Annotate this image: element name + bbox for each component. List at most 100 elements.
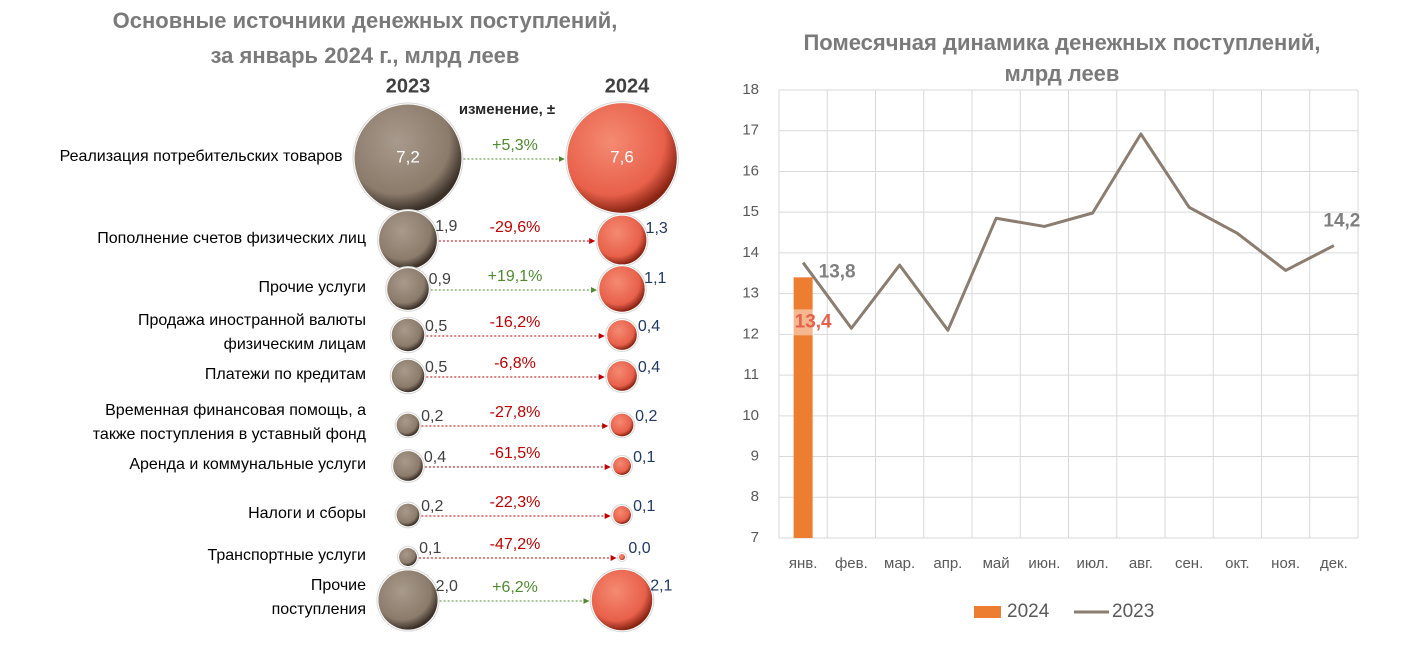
chart-title: млрд леев <box>1005 61 1120 86</box>
bubble <box>613 457 631 475</box>
category-label: поступления <box>272 601 366 618</box>
y-tick-label: 14 <box>742 244 759 261</box>
bubble <box>591 569 653 631</box>
y-tick-label: 18 <box>742 81 759 98</box>
x-tick-label: янв. <box>789 555 818 572</box>
series-header: 2023 <box>386 75 431 97</box>
value-label: 7,6 <box>610 147 634 166</box>
category-label: Пополнение счетов физических лиц <box>97 230 366 247</box>
category-label: физическим лицам <box>224 336 366 353</box>
y-tick-label: 7 <box>751 529 759 546</box>
value-label: 13,8 <box>819 262 856 283</box>
bubble <box>379 211 437 269</box>
change-label: -27,8% <box>490 404 541 421</box>
change-label: +19,1% <box>488 268 543 285</box>
value-label: 0,2 <box>421 408 443 425</box>
y-tick-label: 13 <box>742 285 759 302</box>
series-header: 2024 <box>605 75 650 97</box>
bubble <box>391 318 425 352</box>
bubble <box>607 361 637 391</box>
x-tick-label: апр. <box>933 555 962 572</box>
bubble <box>567 103 677 213</box>
change-label: +6,2% <box>492 579 538 596</box>
bubble <box>396 503 420 527</box>
bubble <box>619 554 625 560</box>
value-label: 2,0 <box>436 578 458 595</box>
change-label: -6,8% <box>494 355 536 372</box>
value-label: 0,5 <box>425 318 447 335</box>
bubble <box>391 359 425 393</box>
change-label: -16,2% <box>490 314 541 331</box>
value-label: 0,5 <box>425 359 447 376</box>
category-label: Продажа иностранной валюты <box>138 312 366 329</box>
y-tick-label: 9 <box>751 448 759 465</box>
bubble <box>396 413 420 437</box>
change-label: -29,6% <box>490 219 541 236</box>
change-label: -61,5% <box>490 445 541 462</box>
bubble <box>613 506 631 524</box>
x-tick-label: ноя. <box>1271 555 1300 572</box>
category-label: Аренда и коммунальные услуги <box>129 456 366 473</box>
chart-title: за январь 2024 г., млрд леев <box>211 43 520 68</box>
y-tick-label: 10 <box>742 407 759 424</box>
legend-swatch <box>974 606 1001 618</box>
bubble <box>610 413 634 437</box>
y-tick-label: 11 <box>743 366 759 383</box>
chart-title: Помесячная динамика денежных поступлений… <box>803 30 1320 55</box>
x-tick-label: фев. <box>835 555 868 572</box>
value-label: 0,1 <box>633 449 655 466</box>
value-label: 2,1 <box>650 578 672 595</box>
bubble <box>393 451 423 481</box>
value-label: 1,9 <box>435 218 457 235</box>
bubble <box>597 215 647 265</box>
x-tick-label: май <box>983 555 1010 572</box>
value-label: 13,4 <box>795 311 832 332</box>
bubble <box>354 104 462 212</box>
value-label: 0,4 <box>638 318 660 335</box>
bubble <box>378 570 438 630</box>
legend-label: 2024 <box>1007 601 1050 622</box>
x-tick-label: июн. <box>1028 555 1060 572</box>
value-label: 0,1 <box>633 498 655 515</box>
x-tick-label: дек. <box>1320 555 1348 572</box>
change-header: изменение, ± <box>459 101 555 118</box>
x-tick-label: окт. <box>1225 555 1249 572</box>
x-tick-label: июл. <box>1077 555 1109 572</box>
change-label: -47,2% <box>490 536 541 553</box>
category-label: также поступления в уставный фонд <box>93 426 367 443</box>
category-label: Временная финансовая помощь, а <box>105 402 366 419</box>
y-tick-label: 17 <box>742 122 759 139</box>
bubble <box>607 320 637 350</box>
line-series <box>801 132 1335 332</box>
category-label: Транспортные услуги <box>207 547 366 564</box>
y-tick-label: 12 <box>742 325 759 342</box>
bar <box>793 277 813 538</box>
value-label: 0,1 <box>419 540 441 557</box>
value-label: 0,9 <box>429 271 451 288</box>
bubble <box>399 548 417 566</box>
y-tick-label: 8 <box>751 488 759 505</box>
value-label: 0,4 <box>424 449 446 466</box>
x-tick-label: авг. <box>1129 555 1153 572</box>
value-label: 1,1 <box>644 270 666 287</box>
legend-label: 2023 <box>1112 601 1154 622</box>
category-label: Реализация потребительских товаров <box>60 148 343 165</box>
category-label: Налоги и сборы <box>248 505 366 522</box>
value-label: 1,3 <box>646 220 668 237</box>
category-label: Прочие <box>311 577 366 594</box>
value-label: 7,2 <box>396 147 420 166</box>
y-tick-label: 15 <box>742 203 759 220</box>
value-label: 0,2 <box>421 498 443 515</box>
category-label: Прочие услуги <box>259 279 367 296</box>
category-label: Платежи по кредитам <box>205 366 366 383</box>
bubble <box>387 268 429 310</box>
value-label: 0,0 <box>628 540 650 557</box>
change-label: +5,3% <box>492 137 538 154</box>
x-tick-label: сен. <box>1175 555 1203 572</box>
bubble <box>599 266 645 312</box>
x-tick-label: мар. <box>884 555 915 572</box>
value-label: 0,4 <box>638 359 660 376</box>
value-label: 0,2 <box>635 408 657 425</box>
change-label: -22,3% <box>490 494 541 511</box>
